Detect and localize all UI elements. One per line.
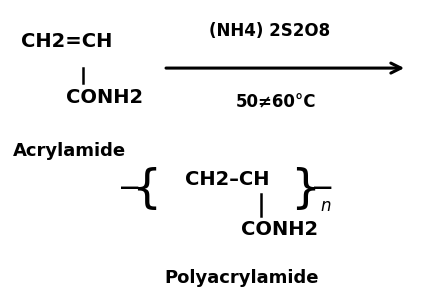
Text: Polyacrylamide: Polyacrylamide [165,269,319,287]
Text: {: { [131,167,162,212]
Text: }: } [290,167,321,212]
Text: n: n [320,197,331,215]
Text: (NH4) 2S2O8: (NH4) 2S2O8 [209,22,330,40]
Text: CONH2: CONH2 [241,220,318,239]
Text: 50≠60°C: 50≠60°C [235,93,316,111]
Text: —: — [312,178,332,197]
Text: Acrylamide: Acrylamide [13,142,126,160]
Text: —: — [120,178,139,197]
Text: CH2–CH: CH2–CH [184,170,269,189]
Text: CH2=CH: CH2=CH [21,32,113,51]
Text: CONH2: CONH2 [66,88,143,107]
